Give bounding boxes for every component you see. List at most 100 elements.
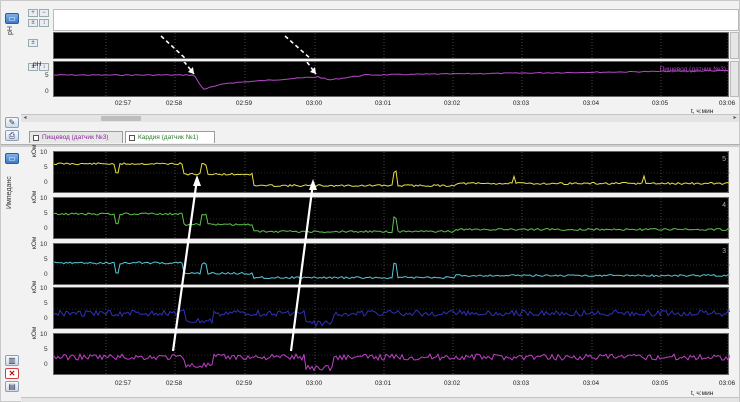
impedance-series-ch4: [54, 212, 730, 234]
x-tick-label: 03:02: [443, 100, 461, 107]
ph-axis-label: pH: [33, 61, 42, 68]
impedance-svg-ch5: 5: [54, 152, 730, 194]
bottom-horizontal-scrollbar[interactable]: [21, 397, 739, 402]
x-tick-label: 03:03: [512, 380, 530, 387]
x-tick-label: 02:57: [114, 100, 132, 107]
scroll-thumb[interactable]: [101, 116, 141, 121]
x-tick-label: 02:59: [235, 100, 253, 107]
impedance-svg-ch4: 4: [54, 198, 730, 240]
impedance-ytick: 10: [40, 331, 48, 338]
zoom-out-mini-button[interactable]: −: [39, 9, 49, 17]
bottom-toolbar-lower: ▥ ✕ ▤: [5, 353, 23, 394]
x-tick-label: 02:58: [165, 380, 183, 387]
impedance-ytick: 5: [44, 256, 48, 263]
impedance-series-ch5: [54, 162, 730, 188]
x-tick-label: 03:04: [582, 100, 600, 107]
impedance-plot-ch2: [53, 287, 730, 330]
zoom-in-mini-button[interactable]: +: [28, 9, 38, 17]
impedance-unit-label: кОм: [31, 280, 38, 293]
fit-mini-button[interactable]: ↕: [39, 19, 49, 27]
monitor-icon[interactable]: ▭: [5, 13, 19, 24]
top-horizontal-scrollbar[interactable]: ◂ ▸: [21, 114, 739, 122]
impedance-svg-ch1: [54, 334, 730, 376]
chart-icon[interactable]: ▥: [5, 355, 19, 366]
impedance-ytick: 10: [40, 285, 48, 292]
x-tick-label: 03:06: [718, 100, 736, 107]
scale-mini-button[interactable]: ±: [28, 19, 38, 27]
tab-cardia[interactable]: Кардия (датчик №1): [125, 131, 215, 143]
x-tick-label: 03:00: [305, 100, 323, 107]
scroll-right-icon[interactable]: ▸: [733, 115, 737, 121]
ph-legend-label: Пищевод (датчик №3): [660, 66, 726, 73]
tab-esophagus-label: Пищевод (датчик №3): [42, 134, 109, 141]
monitor-icon[interactable]: ▭: [5, 153, 19, 164]
x-tick-label: 02:59: [235, 380, 253, 387]
x-tick-label: 03:05: [651, 100, 669, 107]
impedance-plot-ch5: 5: [53, 151, 730, 194]
x-tick-label: 03:06: [718, 380, 736, 387]
tab-checkbox-icon[interactable]: [33, 135, 39, 141]
ph-plot-svg: Пищевод (датчик №3): [54, 62, 730, 98]
x-tick-label: 03:02: [443, 380, 461, 387]
impedance-series-ch2: [54, 309, 730, 328]
top-toolbar-lower: ✎ ⎙: [5, 115, 23, 143]
top-ch-mini-button[interactable]: ±: [28, 39, 38, 47]
impedance-svg-ch3: 3: [54, 244, 730, 286]
tab-checkbox-icon[interactable]: [129, 135, 135, 141]
upper-scroll-side[interactable]: [730, 32, 739, 59]
bottom-toolbar: ▭: [5, 151, 23, 166]
upper-empty-plot: [53, 32, 729, 60]
impedance-ytick: 0: [44, 361, 48, 368]
top-x-unit: t, ч:мин: [691, 108, 714, 115]
ph-scroll-side[interactable]: [730, 61, 739, 97]
impedance-ytick: 10: [40, 149, 48, 156]
impedance-ytick: 0: [44, 315, 48, 322]
impedance-side-label: Импеданс: [6, 176, 13, 209]
top-side-label: pH: [7, 26, 14, 35]
impedance-series-ch1: [54, 352, 730, 372]
arrowhead-icon: [188, 67, 194, 74]
impedance-plot-ch1: [53, 333, 730, 376]
impedance-ytick: 5: [44, 300, 48, 307]
impedance-ytick: 10: [40, 195, 48, 202]
x-tick-label: 03:04: [582, 380, 600, 387]
x-tick-label: 03:05: [651, 380, 669, 387]
impedance-ytick: 10: [40, 241, 48, 248]
impedance-svg-ch2: [54, 288, 730, 330]
upper-empty-plot-svg: [105, 33, 729, 60]
delete-icon[interactable]: ✕: [5, 368, 19, 379]
ph-plot: Пищевод (датчик №3): [53, 61, 730, 98]
ph-ch-mini-button-2[interactable]: ↕: [39, 63, 49, 71]
x-tick-label: 03:03: [512, 100, 530, 107]
ph-series-line: [54, 69, 730, 90]
tab-cardia-label: Кардия (датчик №1): [138, 134, 199, 141]
channel-number: 5: [722, 156, 726, 163]
impedance-ytick: 0: [44, 225, 48, 232]
ph-ytick-0: 0: [45, 88, 49, 95]
impedance-ytick: 0: [44, 271, 48, 278]
impedance-unit-label: кОм: [31, 144, 38, 157]
top-empty-track: [53, 9, 739, 31]
x-tick-label: 03:01: [374, 380, 392, 387]
annotation-arrow: [183, 62, 195, 75]
settings-icon[interactable]: ✎: [5, 117, 19, 128]
scroll-left-icon[interactable]: ◂: [23, 115, 27, 121]
impedance-unit-label: кОм: [31, 190, 38, 203]
panel-divider[interactable]: [1, 144, 740, 147]
impedance-ytick: 5: [44, 346, 48, 353]
x-tick-label: 03:01: [374, 100, 392, 107]
export-icon[interactable]: ▤: [5, 381, 19, 392]
impedance-unit-label: кОм: [31, 236, 38, 249]
top-toolbar: ▭: [5, 11, 23, 26]
print-icon[interactable]: ⎙: [5, 130, 19, 141]
x-tick-label: 03:00: [305, 380, 323, 387]
channel-number: 3: [722, 248, 726, 255]
x-tick-label: 02:58: [165, 100, 183, 107]
ph-side-label: pH: [7, 26, 14, 35]
ph-ch-mini-button[interactable]: ±: [28, 63, 38, 71]
tab-esophagus[interactable]: Пищевод (датчик №3): [29, 131, 123, 143]
impedance-ytick: 5: [44, 164, 48, 171]
impedance-plot-ch4: 4: [53, 197, 730, 240]
channel-number: 4: [722, 202, 726, 209]
